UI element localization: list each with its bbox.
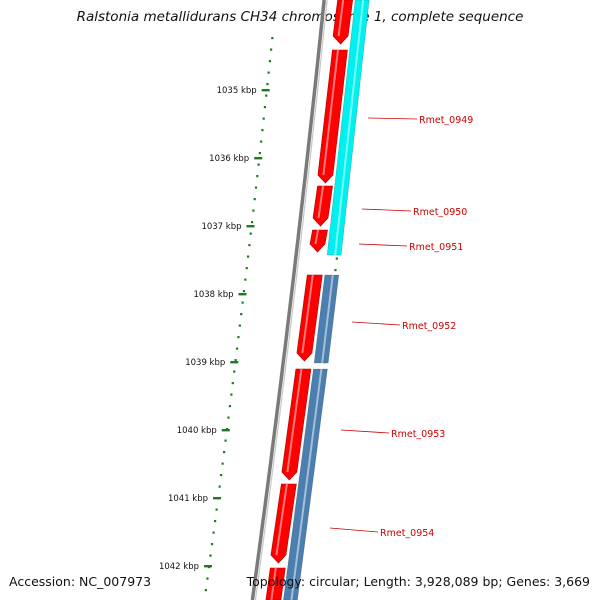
minor-tick xyxy=(210,543,214,546)
minor-tick xyxy=(267,71,270,74)
minor-tick xyxy=(231,382,234,385)
minor-tick xyxy=(204,589,207,592)
major-tick xyxy=(221,429,230,432)
minor-tick xyxy=(238,324,241,327)
gene-arrow xyxy=(265,567,286,600)
gene-highlight xyxy=(314,229,320,245)
minor-tick xyxy=(215,508,218,511)
minor-tick xyxy=(206,577,209,580)
cds-highlight xyxy=(290,368,323,600)
minor-tick xyxy=(262,117,265,120)
minor-tick xyxy=(214,520,217,523)
gene-highlight xyxy=(301,274,314,354)
minor-tick xyxy=(240,313,243,316)
minor-tick xyxy=(248,244,251,247)
minor-tick xyxy=(227,416,230,419)
ruler-tick-label: 1041 kbp xyxy=(168,494,208,504)
major-tick xyxy=(238,293,247,296)
backbone-line xyxy=(250,0,326,600)
minor-tick xyxy=(244,278,247,281)
minor-tick xyxy=(230,393,233,396)
gene-label: Rmet_0951 xyxy=(409,242,463,253)
gene-highlight xyxy=(286,368,303,473)
minor-tick xyxy=(249,232,252,235)
ruler-tick-label: 1035 kbp xyxy=(217,86,257,96)
minor-tick xyxy=(263,106,267,109)
minor-tick xyxy=(266,83,269,86)
backbone-line xyxy=(254,0,328,600)
leader-line xyxy=(361,208,412,212)
cds-highlight xyxy=(321,274,334,364)
leader-line xyxy=(340,429,390,434)
minor-tick xyxy=(253,198,256,201)
gene-highlight xyxy=(270,567,277,600)
minor-tick xyxy=(224,439,227,442)
minor-tick xyxy=(256,175,259,178)
minor-tick xyxy=(334,269,337,272)
leader-line xyxy=(367,117,418,120)
gene-label: Rmet_0949 xyxy=(419,115,473,126)
accession-text: Accession: NC_007973 xyxy=(9,574,152,589)
minor-tick xyxy=(241,301,244,304)
minor-tick xyxy=(212,531,215,534)
minor-tick xyxy=(233,370,236,373)
gene-highlight xyxy=(275,483,288,556)
minor-tick xyxy=(222,451,226,454)
minor-tick xyxy=(242,290,246,293)
leader-line xyxy=(329,527,379,533)
gene-arrow xyxy=(309,229,328,253)
leader-line xyxy=(351,321,401,326)
major-tick xyxy=(254,157,263,160)
ruler-tick-label: 1038 kbp xyxy=(193,290,233,300)
major-tick xyxy=(246,225,255,228)
minor-tick xyxy=(250,221,254,224)
ruler-tick-label: 1040 kbp xyxy=(177,426,217,436)
major-tick xyxy=(230,361,239,364)
minor-tick xyxy=(261,129,264,132)
minor-tick xyxy=(234,359,237,362)
minor-tick xyxy=(235,347,239,350)
minor-tick xyxy=(335,257,338,260)
minor-tick xyxy=(221,462,224,465)
gene-label: Rmet_0954 xyxy=(380,528,434,539)
minor-tick xyxy=(257,163,260,166)
minor-tick xyxy=(218,485,221,488)
major-tick xyxy=(213,497,222,500)
minor-tick xyxy=(237,336,240,339)
major-tick xyxy=(204,565,213,568)
leader-line xyxy=(358,243,408,247)
ruler-tick-label: 1037 kbp xyxy=(201,222,241,232)
minor-tick xyxy=(265,94,268,97)
minor-tick xyxy=(254,186,258,189)
minor-tick xyxy=(220,474,223,477)
gene-highlight xyxy=(337,0,345,37)
minor-tick xyxy=(228,405,232,408)
minor-tick xyxy=(246,255,250,258)
minor-tick xyxy=(271,37,274,40)
gene-label: Rmet_0950 xyxy=(413,207,467,218)
gene-label: Rmet_0953 xyxy=(391,429,445,440)
major-tick xyxy=(261,89,270,92)
minor-tick xyxy=(209,554,212,557)
gene-label: Rmet_0952 xyxy=(402,321,456,332)
gene-arrow xyxy=(317,49,348,184)
minor-tick xyxy=(252,209,255,212)
minor-tick xyxy=(269,48,273,51)
minor-tick xyxy=(268,60,271,63)
topology-text: Topology: circular; Length: 3,928,089 bp… xyxy=(246,574,590,589)
map-title: Ralstonia metallidurans CH34 chromosome … xyxy=(76,9,524,25)
gene-highlight xyxy=(322,49,339,176)
minor-tick xyxy=(245,267,248,270)
cds-highlight xyxy=(334,0,365,256)
ruler-tick-label: 1042 kbp xyxy=(159,562,199,572)
minor-tick xyxy=(258,152,261,155)
ruler-tick-label: 1039 kbp xyxy=(185,358,225,368)
gene-highlight xyxy=(317,185,325,219)
minor-tick xyxy=(260,140,263,143)
ruler-tick-label: 1036 kbp xyxy=(209,154,249,164)
